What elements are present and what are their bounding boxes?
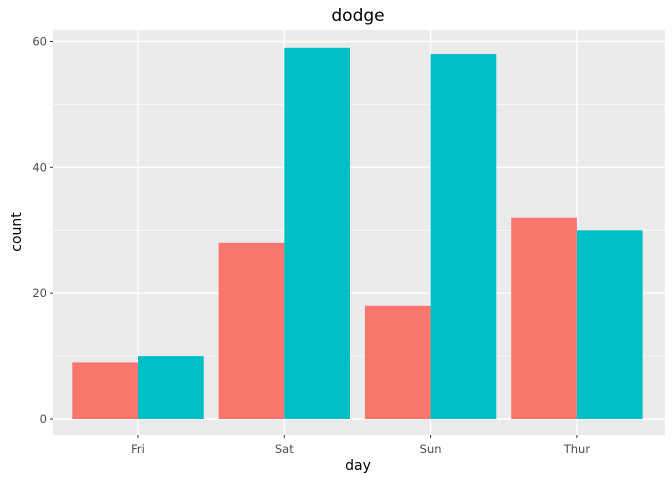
- bar: [364, 305, 431, 419]
- y-tick-label: 40: [32, 160, 47, 174]
- y-tick-label: 60: [32, 35, 47, 49]
- bars: [72, 47, 643, 420]
- bar: [72, 362, 138, 419]
- y-tick-label: 0: [40, 412, 47, 426]
- y-tick-label: 20: [32, 286, 47, 300]
- bar: [218, 242, 285, 419]
- y-axis: 0 20 40 60: [32, 35, 53, 426]
- x-axis-title: day: [345, 458, 371, 474]
- bar: [511, 217, 577, 419]
- bar: [138, 356, 204, 419]
- x-axis: Fri Sat Sun Thur: [131, 435, 590, 456]
- bar: [284, 47, 350, 420]
- x-tick-label: Sun: [420, 442, 442, 456]
- x-tick-label: Fri: [131, 442, 145, 456]
- chart-title: dodge: [331, 6, 384, 26]
- bar: [576, 230, 643, 419]
- bar: [430, 54, 497, 419]
- y-axis-title: count: [9, 212, 25, 252]
- x-tick-label: Sat: [275, 442, 294, 456]
- x-tick-label: Thur: [563, 442, 591, 456]
